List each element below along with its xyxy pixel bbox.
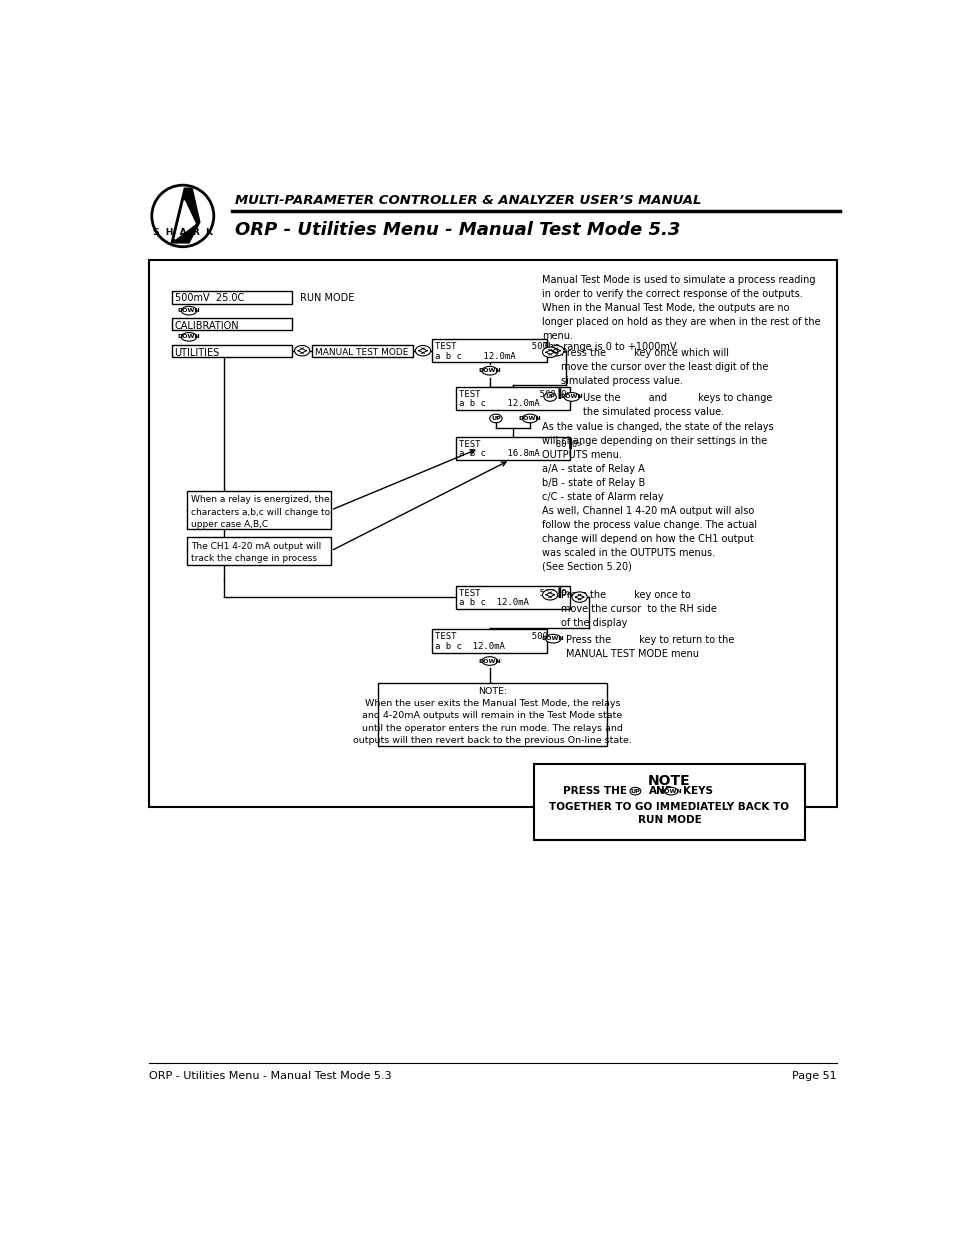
Text: Press the         key once which will
move the cursor over the least digit of th: Press the key once which will move the c… [560,348,767,387]
Ellipse shape [181,332,196,341]
Text: As the value is changed, the state of the relays
will change depending on their : As the value is changed, the state of th… [542,421,773,572]
Text: PRESS THE: PRESS THE [562,787,626,797]
Text: NOTE:
When the user exits the Manual Test Mode, the relays
and 4-20mA outputs wi: NOTE: When the user exits the Manual Tes… [353,687,631,745]
Text: a b c  12.0mA: a b c 12.0mA [458,598,528,606]
Bar [432,630,546,652]
Ellipse shape [481,367,497,375]
Text: DOWN: DOWN [177,309,200,314]
Ellipse shape [548,346,563,356]
Text: Press the         key to return to the
MANUAL TEST MODE menu: Press the key to return to the MANUAL TE… [565,635,733,658]
Text: Page 51: Page 51 [791,1071,836,1081]
Ellipse shape [415,346,430,356]
Bar [456,437,570,461]
Text: TOGETHER TO GO IMMEDIATELY BACK TO: TOGETHER TO GO IMMEDIATELY BACK TO [549,802,789,811]
Ellipse shape [489,414,501,422]
Text: a b c    12.0mA: a b c 12.0mA [458,399,538,409]
Text: a b c  12.0mA: a b c 12.0mA [435,642,505,651]
Text: DOWN: DOWN [659,789,681,794]
Text: TEST              500 >: TEST 500 > [435,342,558,351]
Text: UP: UP [630,789,639,794]
Ellipse shape [294,346,310,356]
Text: UTILITIES: UTILITIES [174,347,219,358]
Text: KEYS: KEYS [682,787,713,797]
Text: 500mV  25.0C: 500mV 25.0C [174,293,244,303]
Text: Manual Test Mode is used to simulate a process reading
in order to verify the co: Manual Test Mode is used to simulate a p… [542,275,821,341]
Text: TEST              500 >: TEST 500 > [435,632,558,641]
Bar [187,490,331,530]
Text: AND: AND [649,787,674,797]
Text: UP: UP [491,416,500,421]
Bar [187,537,331,564]
Text: DOWN: DOWN [559,394,582,399]
Polygon shape [174,200,195,240]
Text: DOWN: DOWN [518,416,540,421]
Text: RUN MODE: RUN MODE [637,815,700,825]
Bar [172,317,292,330]
Ellipse shape [572,592,587,603]
Text: DOWN: DOWN [477,368,500,373]
Bar [312,345,413,357]
Text: DOWN: DOWN [541,636,564,641]
Text: TEST           500▐0>: TEST 500▐0> [458,587,571,598]
Ellipse shape [481,657,497,666]
Bar [172,291,292,304]
Ellipse shape [629,788,640,795]
Bar [377,683,606,746]
Bar [149,259,836,806]
Bar [172,345,292,357]
Text: MULTI-PARAMETER CONTROLLER & ANALYZER USER’S MANUAL: MULTI-PARAMETER CONTROLLER & ANALYZER US… [235,194,701,207]
Text: Use the         and          keys to change
the simulated process value.: Use the and keys to change the simulated… [582,393,771,417]
Text: TEST           500▐0>: TEST 500▐0> [458,389,571,399]
Ellipse shape [542,347,558,357]
Text: DOWN: DOWN [177,335,200,340]
Polygon shape [171,188,199,243]
Text: RUN MODE: RUN MODE [299,293,354,303]
Text: TEST              80▐0>: TEST 80▐0> [458,438,581,450]
Text: ORP - Utilities Menu - Manual Test Mode 5.3: ORP - Utilities Menu - Manual Test Mode … [149,1071,391,1081]
Text: UP: UP [545,394,555,399]
Text: The CH1 4-20 mA output will
track the change in process: The CH1 4-20 mA output will track the ch… [192,542,321,563]
Text: CALIBRATION: CALIBRATION [174,321,238,331]
Ellipse shape [563,393,579,401]
Text: Press the         key once to
move the cursor  to the RH side
of the display: Press the key once to move the cursor to… [560,590,716,629]
Ellipse shape [545,635,560,643]
Bar [432,340,546,362]
Text: S  H  A  R  K: S H A R K [152,228,213,237]
Text: The range is 0 to +1000mV.: The range is 0 to +1000mV. [542,342,678,352]
Ellipse shape [542,589,558,600]
Text: NOTE: NOTE [647,774,690,788]
Text: a B c    16.8mA: a B c 16.8mA [458,450,538,458]
Bar [456,585,570,609]
Bar [456,387,570,410]
Text: MANUAL TEST MODE: MANUAL TEST MODE [314,347,408,357]
Bar [534,764,804,840]
Text: a b c    12.0mA: a b c 12.0mA [435,352,516,361]
Ellipse shape [543,393,556,401]
Text: ORP - Utilities Menu - Manual Test Mode 5.3: ORP - Utilities Menu - Manual Test Mode … [235,221,680,238]
Text: DOWN: DOWN [477,658,500,663]
Ellipse shape [181,306,196,315]
Ellipse shape [521,414,537,422]
Ellipse shape [663,788,678,795]
Text: When a relay is energized, the
characters a,b,c will change to
upper case A,B,C: When a relay is energized, the character… [192,495,330,529]
